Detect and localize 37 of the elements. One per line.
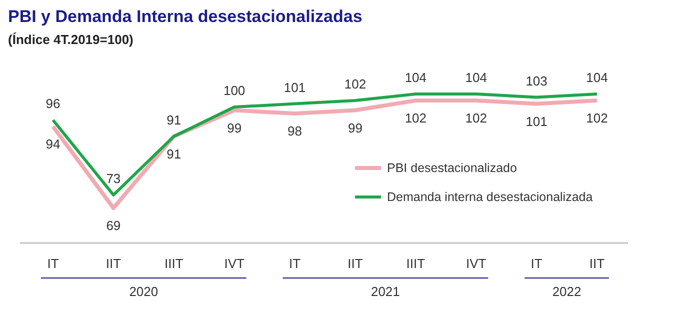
data-label: 102 bbox=[404, 110, 427, 126]
x-tick-label: IT bbox=[47, 256, 59, 271]
x-tick-label: IT bbox=[530, 256, 542, 271]
data-label: 104 bbox=[404, 70, 427, 85]
data-label: 102 bbox=[465, 110, 487, 126]
legend-label: PBI desestacionalizado bbox=[387, 161, 517, 175]
x-tick-label: IIIT bbox=[406, 256, 426, 271]
data-label: 99 bbox=[227, 120, 242, 136]
chart-title: PBI y Demanda Interna desestacionalizadas bbox=[8, 7, 362, 26]
data-label: 104 bbox=[465, 70, 487, 85]
data-label: 100 bbox=[223, 83, 246, 98]
data-label: 102 bbox=[586, 110, 608, 126]
x-tick-label: IT bbox=[288, 256, 301, 271]
x-tick-label: IIT bbox=[348, 256, 363, 271]
text: 2022 bbox=[552, 284, 582, 299]
x-tick-label: IIT bbox=[106, 256, 122, 271]
legend-label: Demanda interna desestacionalizada bbox=[387, 190, 593, 204]
data-label: 96 bbox=[46, 96, 60, 112]
data-label: 94 bbox=[46, 136, 60, 152]
text: 2021 bbox=[370, 284, 400, 299]
data-label: 102 bbox=[344, 76, 366, 92]
data-label: 99 bbox=[348, 120, 362, 136]
data-label: 98 bbox=[288, 124, 302, 139]
data-label: 101 bbox=[526, 114, 548, 129]
data-label: 69 bbox=[106, 218, 121, 233]
data-label: 73 bbox=[106, 170, 121, 186]
x-tick-label: IVT bbox=[224, 256, 244, 271]
data-label: 91 bbox=[166, 146, 182, 162]
x-tick-label: IIIT bbox=[164, 256, 184, 271]
data-label: 103 bbox=[526, 73, 548, 88]
x-tick-label: IVT bbox=[466, 256, 486, 271]
x-tick-label: IIT bbox=[589, 256, 605, 271]
text: 2020 bbox=[129, 284, 158, 299]
data-label: 91 bbox=[166, 112, 182, 128]
data-label: 101 bbox=[284, 80, 306, 95]
data-label: 104 bbox=[586, 70, 608, 85]
chart-subtitle: (Índice 4T.2019=100) bbox=[8, 32, 134, 47]
